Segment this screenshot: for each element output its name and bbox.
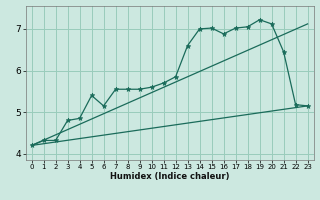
X-axis label: Humidex (Indice chaleur): Humidex (Indice chaleur) bbox=[110, 172, 229, 181]
